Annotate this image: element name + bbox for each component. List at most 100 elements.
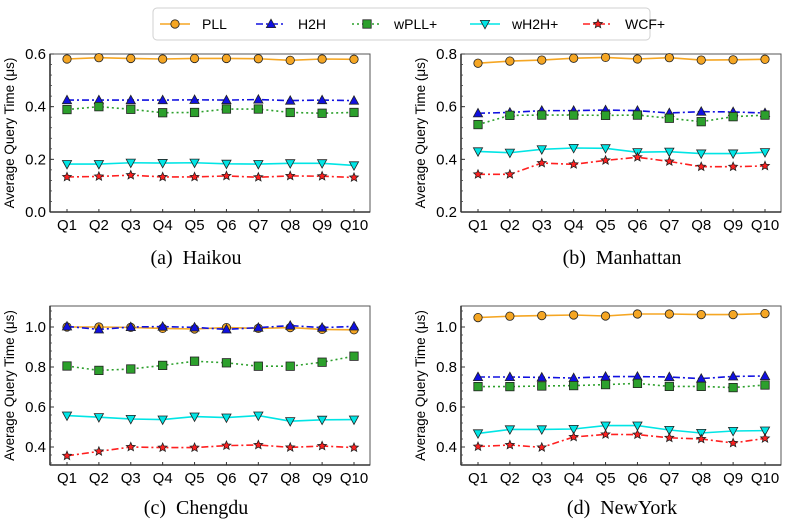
data-point bbox=[664, 425, 675, 436]
data-point bbox=[284, 319, 296, 330]
series-pll bbox=[473, 308, 770, 323]
series-wpll-plus bbox=[62, 102, 359, 118]
data-point bbox=[568, 431, 580, 442]
y-axis-label: Average Query Time (μs) bbox=[2, 310, 17, 461]
y-tick-label: 0.2 bbox=[436, 204, 457, 221]
axes-frame bbox=[460, 53, 782, 213]
data-point bbox=[253, 361, 263, 371]
data-point bbox=[664, 371, 675, 382]
x-tick-label: Q4 bbox=[153, 217, 173, 234]
data-point bbox=[663, 432, 675, 443]
series-line bbox=[67, 326, 355, 331]
x-tick-label: Q9 bbox=[312, 470, 332, 487]
y-tick-label: 0.6 bbox=[25, 46, 46, 63]
legend-entry-wcf-plus: WCF+ bbox=[583, 16, 665, 32]
data-point bbox=[759, 148, 771, 158]
x-tick-label: Q9 bbox=[312, 217, 332, 234]
series-line bbox=[67, 98, 355, 102]
data-point bbox=[285, 107, 295, 118]
data-point bbox=[349, 351, 359, 361]
series-h2h bbox=[472, 370, 771, 383]
data-point bbox=[125, 158, 137, 169]
series-pll bbox=[473, 52, 770, 68]
y-tick-label: 1.0 bbox=[436, 319, 457, 336]
data-point bbox=[473, 119, 483, 130]
data-point bbox=[348, 320, 360, 331]
series-pll bbox=[62, 53, 359, 65]
data-point bbox=[253, 93, 264, 104]
panel-caption: (c) Chengdu bbox=[144, 497, 248, 519]
data-point bbox=[504, 168, 516, 179]
data-point bbox=[284, 159, 296, 169]
data-point bbox=[253, 321, 264, 332]
data-point bbox=[632, 428, 643, 440]
series-wpll-plus bbox=[473, 110, 770, 130]
x-tick-label: Q8 bbox=[280, 217, 300, 234]
data-point bbox=[600, 110, 611, 120]
data-point bbox=[727, 149, 739, 160]
data-point bbox=[221, 358, 232, 368]
series-line bbox=[66, 444, 355, 457]
series-line bbox=[67, 161, 355, 167]
series-wh2h-plus bbox=[472, 144, 771, 160]
data-point bbox=[472, 147, 484, 158]
data-point bbox=[505, 311, 515, 321]
y-tick-label: 0.8 bbox=[436, 359, 457, 376]
series-wh2h-plus bbox=[472, 421, 771, 440]
data-point bbox=[536, 145, 548, 155]
data-point bbox=[695, 433, 707, 444]
x-tick-label: Q4 bbox=[153, 470, 173, 487]
data-point bbox=[632, 309, 643, 319]
data-point bbox=[125, 169, 137, 180]
panel-caption: (b) Manhattan bbox=[563, 247, 682, 269]
data-point bbox=[472, 107, 484, 118]
data-point bbox=[695, 161, 707, 172]
data-point bbox=[696, 309, 706, 320]
legend-marker-circle bbox=[170, 19, 180, 29]
data-point bbox=[663, 155, 675, 167]
x-tick-label: Q10 bbox=[340, 217, 368, 234]
data-point bbox=[473, 312, 483, 323]
data-point bbox=[348, 441, 360, 453]
x-tick-label: Q10 bbox=[751, 217, 779, 234]
data-point bbox=[126, 364, 136, 374]
data-point bbox=[727, 161, 739, 172]
data-point bbox=[126, 104, 136, 114]
x-tick-label: Q8 bbox=[691, 217, 711, 234]
legend-entry-wh2h-plus: wH2H+ bbox=[470, 16, 558, 32]
data-point bbox=[760, 54, 770, 64]
legend-marker-star bbox=[592, 18, 604, 29]
data-point bbox=[157, 94, 168, 105]
data-point bbox=[221, 323, 232, 334]
x-tick-label: Q1 bbox=[468, 217, 488, 234]
data-point bbox=[221, 413, 232, 424]
data-point bbox=[316, 415, 328, 426]
legend-entry-pll: PLL bbox=[160, 16, 227, 32]
data-point bbox=[728, 382, 738, 393]
data-point bbox=[728, 112, 738, 122]
panel-caption: (a) Haikou bbox=[150, 247, 241, 269]
legend-label: wH2H+ bbox=[511, 16, 558, 32]
x-tick-label: Q8 bbox=[691, 470, 711, 487]
x-tick-label: Q9 bbox=[723, 470, 743, 487]
legend-marker-triangle-up bbox=[265, 18, 277, 29]
data-point bbox=[61, 94, 73, 105]
x-tick-label: Q4 bbox=[564, 217, 584, 234]
data-point bbox=[537, 310, 547, 321]
data-point bbox=[189, 321, 200, 332]
series-line bbox=[478, 156, 766, 176]
x-tick-label: Q5 bbox=[185, 217, 205, 234]
data-point bbox=[284, 170, 296, 181]
series-line bbox=[477, 312, 766, 319]
data-point bbox=[316, 440, 328, 451]
data-point bbox=[94, 53, 104, 63]
x-tick-label: Q7 bbox=[248, 217, 268, 234]
data-point bbox=[284, 417, 296, 427]
series-wcf-plus bbox=[472, 428, 771, 452]
data-point bbox=[504, 425, 516, 436]
data-point bbox=[316, 159, 328, 169]
data-point bbox=[569, 380, 579, 391]
data-point bbox=[349, 54, 359, 64]
data-point bbox=[61, 171, 73, 182]
legend-entry-wpll-plus: wPLL+ bbox=[352, 16, 437, 32]
